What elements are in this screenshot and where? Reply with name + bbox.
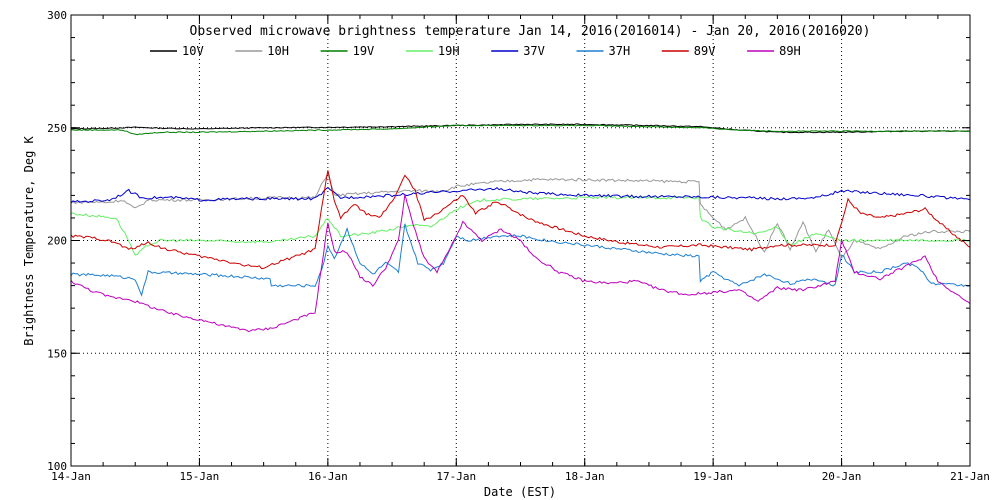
x-tick-label: 19-Jan bbox=[693, 470, 733, 483]
x-tick-label: 21-Jan bbox=[950, 470, 990, 483]
y-tick-label: 100 bbox=[47, 460, 67, 473]
x-tick-label: 15-Jan bbox=[180, 470, 220, 483]
chart-title: Observed microwave brightness temperatur… bbox=[190, 24, 871, 39]
legend-label-10v: 10V bbox=[182, 44, 204, 58]
legend-label-10h: 10H bbox=[267, 44, 289, 58]
series-line-19v bbox=[70, 124, 971, 136]
series-line-89h bbox=[70, 194, 971, 333]
x-axis-label: Date (EST) bbox=[484, 485, 556, 499]
series-line-89v bbox=[70, 170, 971, 270]
series-line-37h bbox=[70, 223, 971, 297]
y-tick-label: 300 bbox=[47, 9, 67, 22]
x-tick-label: 18-Jan bbox=[565, 470, 605, 483]
y-tick-label: 200 bbox=[47, 235, 67, 248]
series-line-10v bbox=[70, 123, 971, 134]
y-tick-label: 250 bbox=[47, 122, 67, 135]
legend-label-89h: 89H bbox=[779, 44, 801, 58]
x-tick-label: 17-Jan bbox=[436, 470, 476, 483]
series-line-37v bbox=[70, 186, 971, 204]
legend-label-89v: 89V bbox=[694, 44, 716, 58]
series-line-19h bbox=[70, 195, 971, 256]
legend-label-19h: 19H bbox=[438, 44, 460, 58]
x-tick-label: 14-Jan bbox=[51, 470, 91, 483]
x-tick-label: 20-Jan bbox=[822, 470, 862, 483]
legend-label-37h: 37H bbox=[609, 44, 631, 58]
y-axis-label: Brightness Temperature, Deg K bbox=[22, 135, 36, 345]
legend-label-19v: 19V bbox=[353, 44, 375, 58]
y-tick-label: 150 bbox=[47, 347, 67, 360]
legend-label-37v: 37V bbox=[523, 44, 545, 58]
x-tick-label: 16-Jan bbox=[308, 470, 348, 483]
